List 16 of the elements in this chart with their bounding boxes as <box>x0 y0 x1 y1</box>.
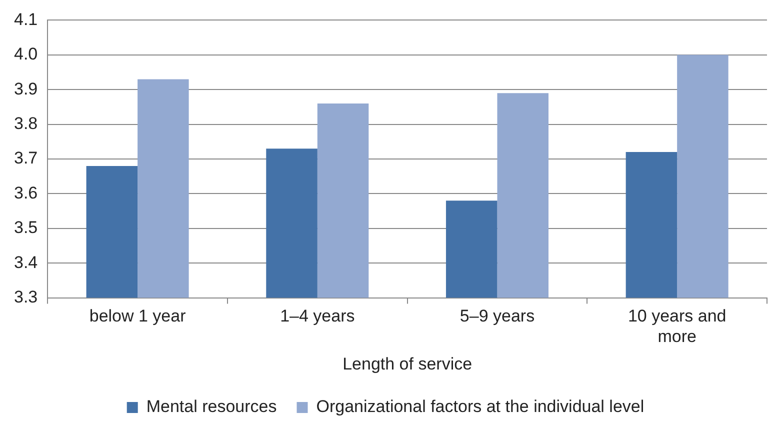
x-tick-label: 1–4 years <box>280 306 355 326</box>
y-tick-label: 3.7 <box>14 148 38 168</box>
legend-label: Mental resources <box>146 397 277 416</box>
x-tick-label: 10 years and more <box>628 306 726 346</box>
y-tick-label: 4.0 <box>14 44 38 64</box>
y-tick-label: 3.9 <box>14 79 38 98</box>
y-tick-label: 3.4 <box>14 252 38 272</box>
y-tick-label: 3.8 <box>14 114 38 133</box>
y-tick-label: 4.1 <box>14 10 38 29</box>
x-axis-title: Length of service <box>342 354 472 374</box>
y-tick-label: 3.6 <box>14 183 38 202</box>
x-tick-label: below 1 year <box>89 306 186 326</box>
y-tick-label: 3.5 <box>14 218 38 238</box>
x-tick-label: 5–9 years <box>460 306 535 326</box>
y-tick-label: 3.3 <box>14 287 38 306</box>
legend-label: Organizational factors at the individual level <box>316 397 644 416</box>
